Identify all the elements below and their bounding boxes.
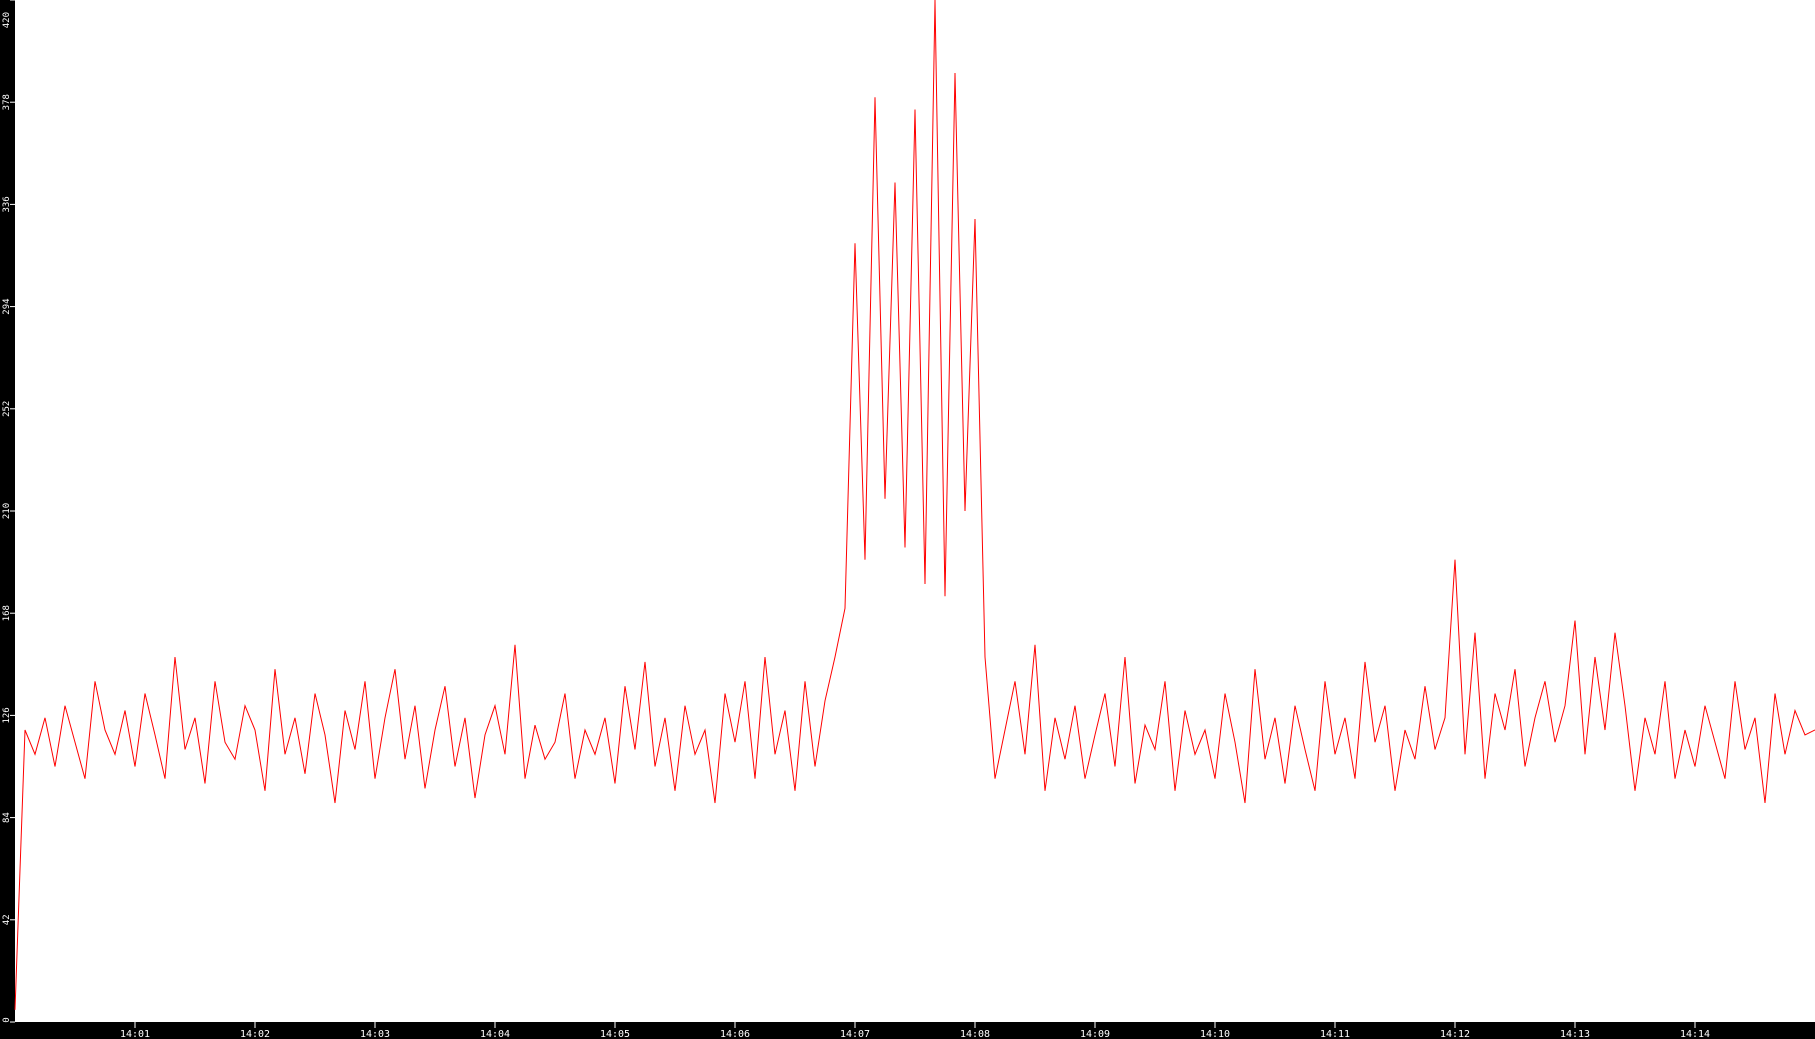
x-tick-label: 14:13 (1560, 1029, 1590, 1039)
x-tick-label: 14:10 (1200, 1029, 1230, 1039)
x-tick-label: 14:06 (720, 1029, 750, 1039)
y-tick-label: 336 (2, 196, 12, 212)
x-tick-label: 14:05 (600, 1029, 630, 1039)
x-tick-label: 14:11 (1320, 1029, 1350, 1039)
y-tick-label: 210 (2, 503, 12, 519)
x-tick-label: 14:07 (840, 1029, 870, 1039)
y-tick-label: 126 (2, 707, 12, 723)
x-tick-label: 14:14 (1680, 1029, 1710, 1039)
plot-area (15, 0, 1815, 1022)
x-tick-label: 14:02 (240, 1029, 270, 1039)
y-tick-label: 168 (2, 605, 12, 621)
series-line (14, 0, 1815, 1010)
x-tick-label: 14:09 (1080, 1029, 1110, 1039)
x-tick-label: 14:03 (360, 1029, 390, 1039)
y-tick-label: 378 (2, 94, 12, 110)
y-axis: 0 42 84 126 168 210 252 294 336 378 420 (2, 0, 15, 1023)
x-axis: 14:01 14:02 14:03 14:04 14:05 14:06 14:07 14:08… (120, 1022, 1710, 1039)
y-tick-label: 84 (2, 812, 12, 823)
y-tick-label: 252 (2, 401, 12, 417)
y-tick-label: 294 (2, 298, 12, 314)
x-tick-label: 14:04 (480, 1029, 510, 1039)
y-tick-label: 0 (2, 1017, 12, 1022)
x-tick-label: 14:01 (120, 1029, 150, 1039)
y-tick-label: 42 (2, 914, 12, 925)
x-tick-label: 14:08 (960, 1029, 990, 1039)
y-tick-label: 420 (2, 12, 12, 28)
x-tick-label: 14:12 (1440, 1029, 1470, 1039)
